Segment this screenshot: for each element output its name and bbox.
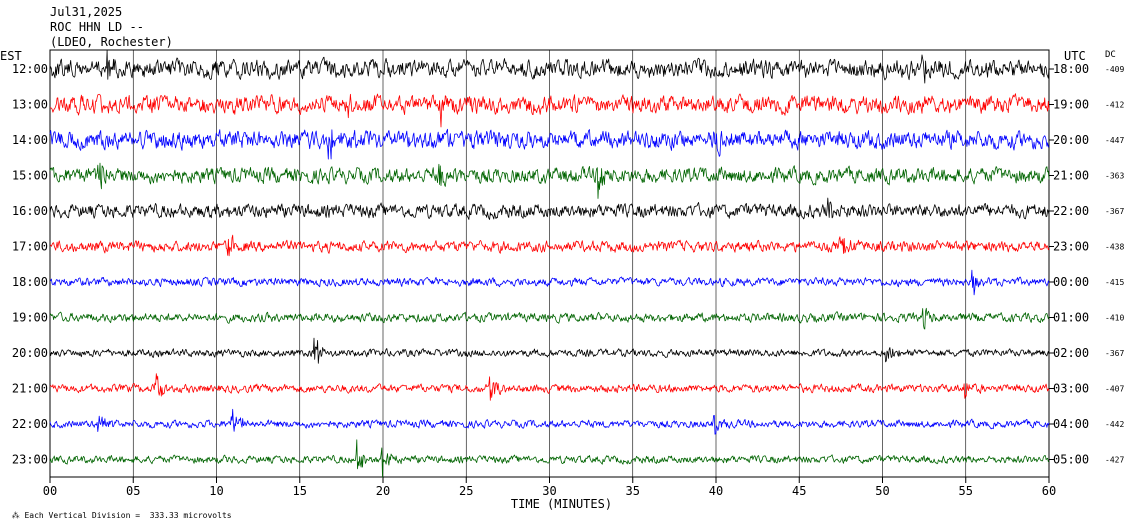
scale-caption: ⁂ Each Vertical Division = 333.33 microv… [2,502,232,520]
dc-offset-label: -410 [1105,314,1124,323]
utc-hour-label: 18:00 [1053,62,1089,76]
utc-hour-label: 03:00 [1053,382,1089,396]
seismic-trace [49,269,1050,296]
seismic-trace [49,408,1050,435]
x-tick-label: 15 [293,484,307,498]
est-hour-label: 15:00 [12,169,48,183]
est-hour-label: 13:00 [12,98,48,112]
x-tick-label: 30 [542,484,556,498]
utc-hour-label: 21:00 [1053,169,1089,183]
utc-hour-label: 19:00 [1053,98,1089,112]
scale-text: Each Vertical Division = 333.33 microvol… [24,511,232,520]
x-tick-label: 20 [376,484,390,498]
x-tick-label: 50 [875,484,889,498]
dc-offset-label: -427 [1105,456,1124,465]
x-tick-label: 45 [792,484,806,498]
x-tick-label: 00 [43,484,57,498]
utc-hour-label: 00:00 [1053,275,1089,289]
dc-offset-label: -363 [1105,172,1124,181]
x-tick-label: 35 [626,484,640,498]
x-tick-label: 05 [126,484,140,498]
utc-hour-label: 02:00 [1053,346,1089,360]
dc-offset-label: -442 [1105,420,1124,429]
utc-hour-label: 05:00 [1053,453,1089,467]
x-tick-label: 60 [1042,484,1056,498]
dc-offset-label: -415 [1105,278,1124,287]
seismic-trace [49,373,1050,401]
header-channel: ROC HHN LD -- [50,20,144,34]
dc-offset-label: -447 [1105,136,1124,145]
seismic-trace [49,50,1050,84]
seismic-trace [49,234,1050,257]
est-hour-label: 20:00 [12,346,48,360]
est-hour-label: 23:00 [12,453,48,467]
seismic-trace [49,128,1050,160]
seismic-trace [49,93,1050,128]
est-hour-label: 14:00 [12,133,48,147]
est-hour-label: 12:00 [12,62,48,76]
est-hour-label: 18:00 [12,275,48,289]
est-axis-label: EST [0,49,22,63]
dc-offset-label: -367 [1105,349,1124,358]
header-network: (LDEO, Rochester) [50,35,173,49]
est-hour-label: 21:00 [12,382,48,396]
dc-axis-label: DC [1105,50,1116,60]
utc-hour-label: 04:00 [1053,417,1089,431]
header-date: Jul31,2025 [50,5,123,19]
x-tick-label: 25 [459,484,473,498]
est-hour-label: 22:00 [12,417,48,431]
est-hour-label: 17:00 [12,240,48,254]
seismic-trace [49,307,1050,330]
dc-offset-label: -409 [1105,65,1124,74]
utc-hour-label: 22:00 [1053,204,1089,218]
dc-offset-label: -367 [1105,207,1124,216]
utc-axis-label: UTC [1064,49,1086,63]
utc-hour-label: 01:00 [1053,311,1089,325]
dc-offset-label: -412 [1105,101,1124,110]
utc-hour-label: 20:00 [1053,133,1089,147]
x-tick-label: 10 [209,484,223,498]
seismic-trace [49,162,1050,199]
seismic-trace [49,337,1050,364]
est-hour-label: 16:00 [12,204,48,218]
est-hour-label: 19:00 [12,311,48,325]
seismic-trace [49,197,1050,220]
x-tick-label: 55 [959,484,973,498]
x-tick-label: 40 [709,484,723,498]
x-axis-title: TIME (MINUTES) [511,497,612,511]
seismic-trace [49,439,1050,478]
dc-offset-label: -407 [1105,385,1124,394]
utc-hour-label: 23:00 [1053,240,1089,254]
dc-offset-label: -438 [1105,243,1124,252]
scale-icon: ⁂ [11,511,20,520]
